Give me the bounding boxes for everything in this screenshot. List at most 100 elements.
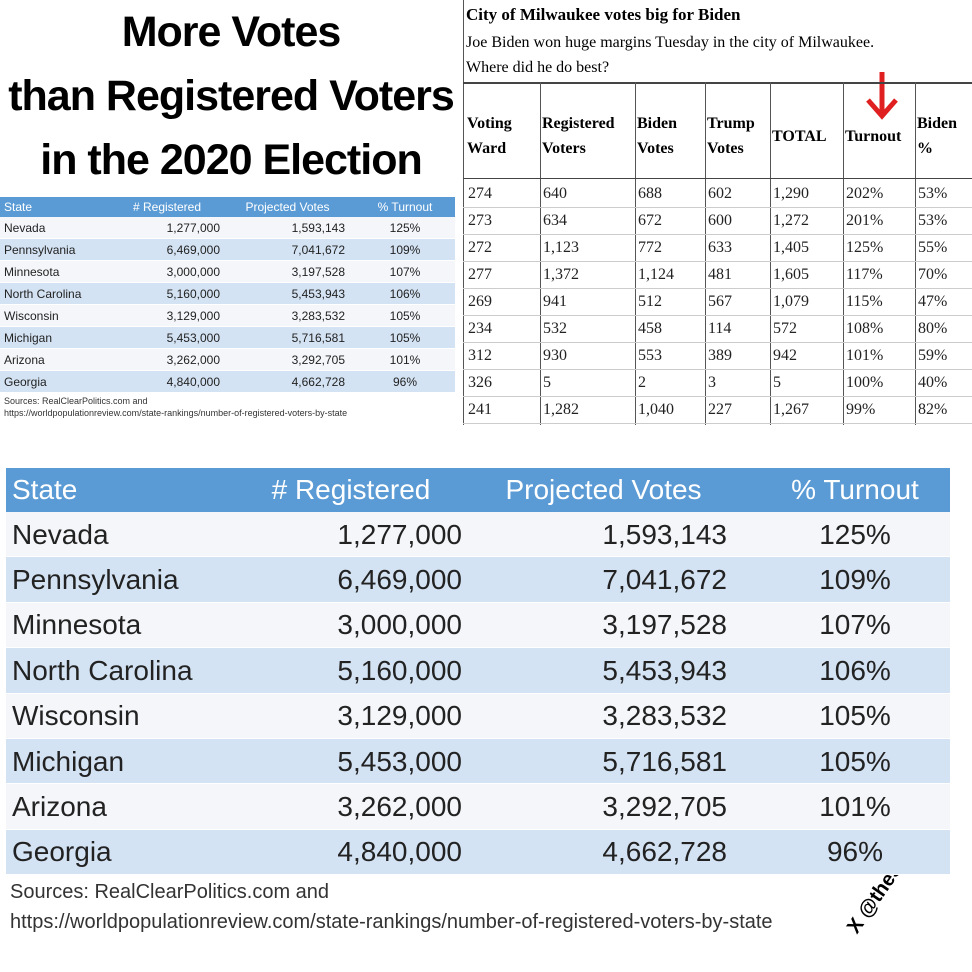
table-cell: 108%	[846, 319, 884, 337]
table-cell: 4,840,000	[337, 836, 462, 868]
table-cell: 672	[638, 211, 662, 229]
table-cell: Wisconsin	[12, 700, 140, 732]
table-row	[0, 371, 455, 393]
table-cell: 602	[708, 184, 732, 202]
table-cell: 3,283,532	[602, 700, 727, 732]
table-cell: 572	[773, 319, 797, 337]
table-cell: 101%	[389, 353, 421, 367]
header-cell: Turnout	[845, 92, 915, 180]
table-row	[6, 829, 950, 876]
table-cell: 1,605	[773, 265, 809, 283]
table-cell: 202%	[846, 184, 884, 202]
header-text: Biden	[917, 115, 958, 132]
column-line	[843, 82, 844, 425]
table-cell: Pennsylvania	[12, 564, 179, 596]
table-row	[6, 602, 950, 649]
table-cell: 7,041,672	[602, 564, 727, 596]
table-cell: 241	[468, 400, 492, 418]
table-cell: 5	[543, 373, 551, 391]
table-cell: 3,197,528	[291, 265, 345, 279]
table-cell: Michigan	[4, 331, 53, 345]
table-cell: Georgia	[4, 375, 47, 389]
source-text: https://worldpopulationreview.com/state-…	[10, 911, 773, 934]
table-cell: 1,079	[773, 292, 809, 310]
table-cell: 47%	[918, 292, 948, 310]
table-row	[0, 261, 455, 283]
table-cell: 1,277,000	[337, 518, 462, 550]
header-text: Trump	[707, 115, 755, 132]
column-line	[540, 82, 541, 425]
rule	[463, 178, 972, 179]
table-cell: Nevada	[4, 221, 46, 235]
table-cell: 101%	[846, 346, 884, 364]
table-cell: 53%	[918, 184, 948, 202]
table-cell: 930	[543, 346, 567, 364]
header-row	[6, 468, 950, 512]
header-cell: Projected Votes	[245, 200, 330, 214]
row-line	[463, 396, 972, 397]
table-cell: 3,000,000	[337, 609, 462, 641]
table-cell: 567	[708, 292, 732, 310]
table-cell: 109%	[819, 564, 891, 596]
table-cell: 7,041,672	[291, 243, 345, 257]
table-cell: 125%	[389, 221, 421, 235]
table-cell: 125%	[846, 238, 884, 256]
table-cell: 269	[468, 292, 492, 310]
table-cell: 277	[468, 265, 492, 283]
table-cell: 553	[638, 346, 662, 364]
title-line: than Registered Voters	[8, 72, 455, 120]
header-cell: # Registered	[271, 474, 431, 505]
table-cell: 272	[468, 238, 492, 256]
table-cell: 942	[773, 346, 797, 364]
header-text: Votes	[707, 140, 744, 157]
column-line	[770, 82, 771, 425]
table-cell: 640	[543, 184, 567, 202]
table-cell: 114	[708, 319, 732, 337]
table-cell: 82%	[918, 400, 948, 418]
table-cell: 53%	[918, 211, 948, 229]
header-cell: TOTAL	[772, 92, 843, 180]
table-cell: 101%	[819, 791, 891, 823]
table-cell: Pennsylvania	[4, 243, 76, 257]
milwaukee-panel	[463, 0, 972, 425]
header-cell: % Turnout	[791, 474, 919, 505]
row-line	[463, 342, 972, 343]
header-text: Voting	[467, 115, 512, 132]
table-cell: 273	[468, 211, 492, 229]
milwaukee-title: City of Milwaukee votes big for Biden	[466, 5, 741, 24]
table-cell: 6,469,000	[337, 564, 462, 596]
header-cell: Projected Votes	[505, 474, 702, 505]
table-cell: 1,372	[543, 265, 579, 283]
row-line	[463, 234, 972, 235]
table-cell: Nevada	[12, 518, 109, 550]
table-cell: 532	[543, 319, 567, 337]
table-cell: 96%	[392, 375, 418, 389]
table-cell: 1,272	[773, 211, 809, 229]
table-row	[6, 784, 950, 830]
table-cell: 106%	[819, 654, 891, 686]
table-cell: 40%	[918, 373, 948, 391]
table-cell: 1,277,000	[166, 221, 220, 235]
red-arrow	[866, 72, 898, 120]
table-cell: Wisconsin	[4, 309, 59, 323]
table-cell: 1,040	[638, 400, 674, 418]
table-cell: 1,124	[638, 265, 674, 283]
header-text: Voters	[542, 140, 586, 157]
source-text: https://worldpopulationreview.com/state-…	[4, 408, 348, 418]
table-cell: 106%	[389, 287, 421, 301]
table-cell: 55%	[918, 238, 948, 256]
table-cell: 312	[468, 346, 492, 364]
table-cell: 512	[638, 292, 662, 310]
milwaukee-subtitle: Joe Biden won huge margins Tuesday in th…	[466, 34, 875, 51]
table-row	[6, 739, 950, 785]
table-cell: North Carolina	[4, 287, 82, 301]
header-cell: State	[4, 200, 33, 214]
rule	[463, 82, 972, 84]
header-text: TOTAL	[772, 127, 827, 145]
header-text: Turnout	[845, 127, 902, 145]
table-cell: 1,405	[773, 238, 809, 256]
header-text: Registered	[542, 115, 615, 132]
row-line	[463, 288, 972, 289]
table-cell: 633	[708, 238, 732, 256]
header-cell: % Turnout	[377, 200, 433, 214]
